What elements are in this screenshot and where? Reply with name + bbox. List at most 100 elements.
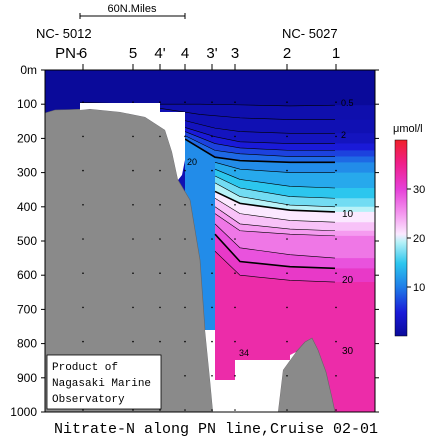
depth-tick-label: 500 <box>17 234 37 248</box>
bathymetry <box>44 103 336 413</box>
contour-line <box>184 135 335 157</box>
sample-dot <box>234 409 236 411</box>
sample-dot <box>132 238 134 240</box>
contour-line <box>214 213 336 237</box>
sample-dot <box>286 204 288 206</box>
credit-line-3: Observatory <box>52 394 125 406</box>
sample-dot <box>82 306 84 309</box>
contour-line <box>214 162 335 173</box>
contour-label-34: 34 <box>239 348 249 358</box>
contour-line <box>214 197 336 223</box>
sample-dot <box>286 272 288 275</box>
sample-dot <box>335 169 337 172</box>
depth-tick-label: 200 <box>17 131 37 145</box>
sample-dot <box>286 340 288 343</box>
sample-dot <box>184 169 186 172</box>
sample-dot <box>159 272 161 275</box>
sample-dot <box>286 409 288 411</box>
sample-dot <box>82 169 84 172</box>
depth-tick-label: 800 <box>17 337 37 351</box>
sample-dot <box>234 135 236 138</box>
sample-dot <box>132 306 134 309</box>
contour-line <box>214 175 336 199</box>
sample-dot <box>132 272 134 275</box>
contour-line <box>184 127 335 144</box>
contour-labels: 0.5 2 10 20 30 20 34 <box>187 98 354 358</box>
sample-dot <box>184 306 186 309</box>
sample-dot <box>132 135 134 138</box>
sample-dot <box>211 101 213 103</box>
station-label: 3 <box>231 45 239 62</box>
sample-dot <box>159 306 161 309</box>
sample-dot <box>184 340 186 343</box>
contour-line <box>214 251 336 283</box>
sample-dot <box>82 101 84 103</box>
station-label: 4 <box>181 45 189 62</box>
contour-line <box>214 168 336 189</box>
sample-dot <box>82 409 84 411</box>
sample-dot <box>211 204 213 206</box>
sample-dot <box>234 238 236 240</box>
depth-tick-label: 0m <box>20 63 37 77</box>
sample-dot <box>159 101 161 103</box>
contour-label-20-shelf: 20 <box>187 157 197 167</box>
sample-dot <box>184 375 186 377</box>
depth-tick-label: 100 <box>17 97 37 111</box>
contour-line <box>214 223 336 259</box>
contour-line <box>184 131 335 151</box>
sample-dot <box>234 101 236 103</box>
no-data-region-lower <box>205 330 300 412</box>
sample-dot <box>286 375 288 377</box>
sample-dot <box>159 238 161 240</box>
contour-line <box>159 108 335 120</box>
station-label: 1 <box>332 45 340 62</box>
depth-tick-label: 1000 <box>10 405 37 419</box>
sample-dot <box>82 272 84 275</box>
sample-dot <box>132 204 134 206</box>
contour-label-0-5: 0.5 <box>341 98 354 108</box>
contour-line <box>214 206 336 232</box>
sample-dot <box>234 272 236 275</box>
sample-dot <box>234 169 236 172</box>
sample-dot <box>211 272 213 275</box>
sample-dot <box>335 101 337 103</box>
chart-title: Nitrate-N along PN line,Cruise 02-01 <box>54 421 378 438</box>
depth-tick-label: 300 <box>17 166 37 180</box>
sample-dot <box>335 204 337 206</box>
colorbar-tick-label: 10 <box>413 282 425 294</box>
ship-id-left: NC- 5012 <box>36 26 92 41</box>
sample-dot <box>132 169 134 172</box>
credit-box-frame <box>46 354 162 410</box>
colorbar-bar <box>394 139 408 337</box>
contour-label-10: 10 <box>342 209 354 220</box>
depth-tick-label: 600 <box>17 268 37 282</box>
contour-label-20: 20 <box>342 275 354 286</box>
sample-dot <box>335 340 337 343</box>
sample-dot <box>184 135 186 138</box>
colorbar-unit: μmol/l <box>393 123 423 135</box>
sample-dot <box>82 204 84 206</box>
sample-dot <box>82 340 84 343</box>
credit-line-2: Nagasaki Marine <box>52 378 151 390</box>
sample-dot <box>286 169 288 172</box>
credit-line-1: Product of <box>52 362 118 374</box>
sample-dot <box>132 101 134 103</box>
sample-dot <box>234 375 236 377</box>
sample-dot <box>184 238 186 240</box>
sample-dot <box>286 135 288 138</box>
sample-dot <box>132 409 134 411</box>
sample-dot <box>184 409 186 411</box>
sample-dot <box>82 135 84 138</box>
contour-label-30: 30 <box>342 346 354 357</box>
contour-line <box>214 190 336 213</box>
sample-dot <box>211 169 213 172</box>
sample-dot <box>159 204 161 206</box>
sample-dot <box>184 204 186 206</box>
sample-dot <box>335 135 337 138</box>
station-label: PN- <box>55 45 81 62</box>
sample-dot <box>335 238 337 240</box>
station-label: 3' <box>206 45 217 62</box>
sample-dot <box>159 340 161 343</box>
ship-id-right: NC- 5027 <box>282 26 338 41</box>
